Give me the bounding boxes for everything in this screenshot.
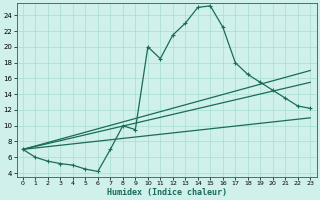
X-axis label: Humidex (Indice chaleur): Humidex (Indice chaleur)	[107, 188, 227, 197]
